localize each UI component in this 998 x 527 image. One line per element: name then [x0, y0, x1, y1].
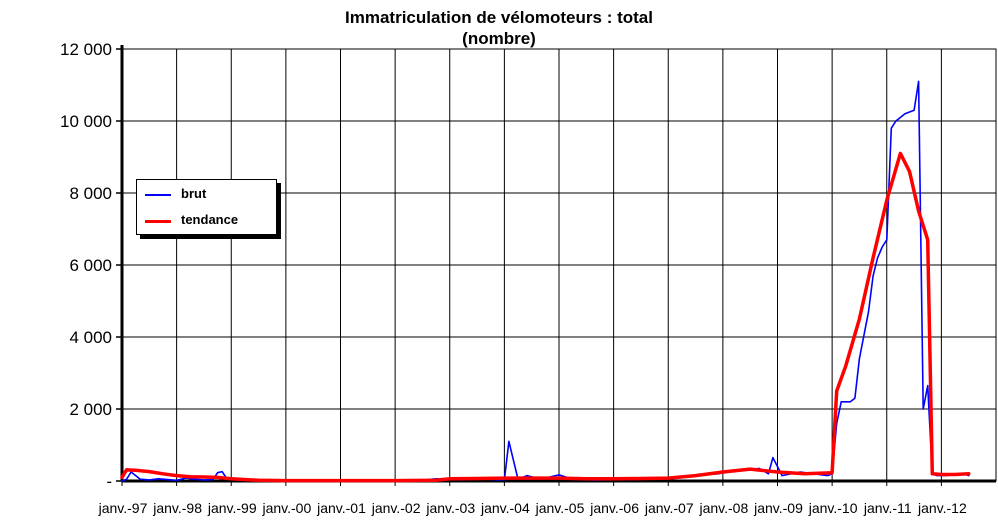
y-tick-label: 12 000 [60, 40, 112, 59]
chart-title: Immatriculation de vélomoteurs : total [345, 8, 653, 27]
x-tick-label: janv.-07 [644, 500, 694, 516]
x-tick-label: janv.-11 [863, 500, 912, 516]
x-tick-label: janv.-01 [316, 500, 366, 516]
series-line-brut [121, 80, 970, 482]
x-tick-label: janv.-09 [753, 500, 803, 516]
y-tick-label: 4 000 [69, 328, 112, 347]
gridlines [121, 48, 997, 482]
x-tick-label: janv.-98 [152, 500, 202, 516]
x-tick-label: janv.-05 [535, 500, 585, 516]
y-tick-label: 6 000 [69, 256, 112, 275]
y-tick-label: 8 000 [69, 184, 112, 203]
x-tick-label: janv.-08 [698, 500, 748, 516]
x-tick-label: janv.-06 [589, 500, 639, 516]
tick-labels: janv.-97 janv.-98 janv.-99 janv.-00 janv.-01… [60, 40, 967, 516]
legend-swatch-tendance [145, 220, 171, 223]
x-tick-label: janv.-03 [425, 500, 475, 516]
y-tick-label: 10 000 [60, 112, 112, 131]
y-tick-label: 2 000 [69, 400, 112, 419]
legend-item-brut: brut [145, 186, 273, 204]
legend-item-tendance: tendance [145, 212, 273, 230]
x-tick-label: janv.-12 [917, 500, 967, 516]
chart-subtitle: (nombre) [462, 29, 536, 48]
legend-swatch-brut [145, 194, 171, 196]
x-tick-label: janv.-10 [808, 500, 858, 516]
x-tick-label: janv.-00 [261, 500, 311, 516]
x-tick-label: janv.-02 [371, 500, 421, 516]
series-lines [120, 80, 971, 483]
x-tick-label: janv.-97 [98, 500, 148, 516]
x-tick-label: janv.-99 [207, 500, 257, 516]
legend-label-tendance: tendance [181, 212, 239, 227]
series-line-tendance [120, 151, 971, 483]
legend: brut tendance [136, 179, 277, 235]
x-tick-label: janv.-04 [480, 500, 530, 516]
y-tick-label: - [106, 472, 112, 491]
legend-label-brut: brut [181, 186, 207, 201]
